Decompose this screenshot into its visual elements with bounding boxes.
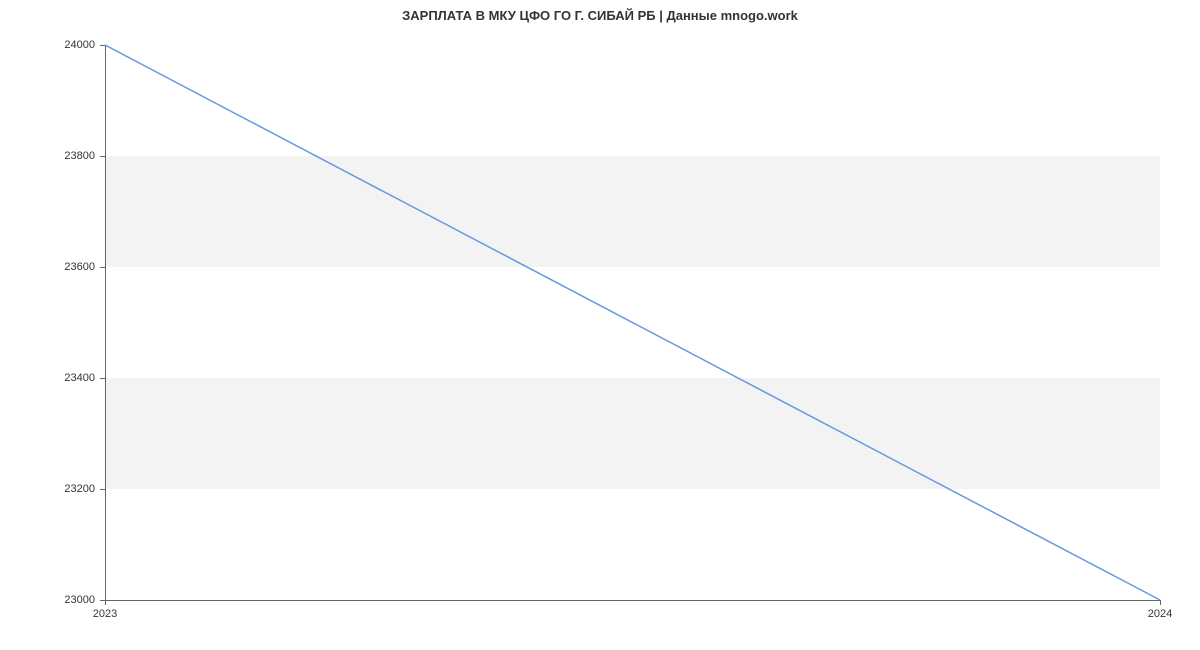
y-tick-label: 24000 [35,39,95,51]
plot-area: 23000232002340023600238002400020232024 [105,45,1160,600]
y-tick-label: 23400 [35,372,95,384]
series-line [105,45,1160,600]
y-tick-label: 23200 [35,483,95,495]
x-axis [105,600,1160,601]
x-tick [1160,600,1161,605]
y-tick-label: 23000 [35,594,95,606]
x-tick-label: 2024 [1148,608,1172,620]
x-tick [105,600,106,605]
y-tick-label: 23600 [35,261,95,273]
x-tick-label: 2023 [93,608,117,620]
chart-container: ЗАРПЛАТА В МКУ ЦФО ГО Г. СИБАЙ РБ | Данн… [0,0,1200,650]
y-tick-label: 23800 [35,150,95,162]
series-layer [105,45,1160,600]
chart-title: ЗАРПЛАТА В МКУ ЦФО ГО Г. СИБАЙ РБ | Данн… [0,8,1200,23]
